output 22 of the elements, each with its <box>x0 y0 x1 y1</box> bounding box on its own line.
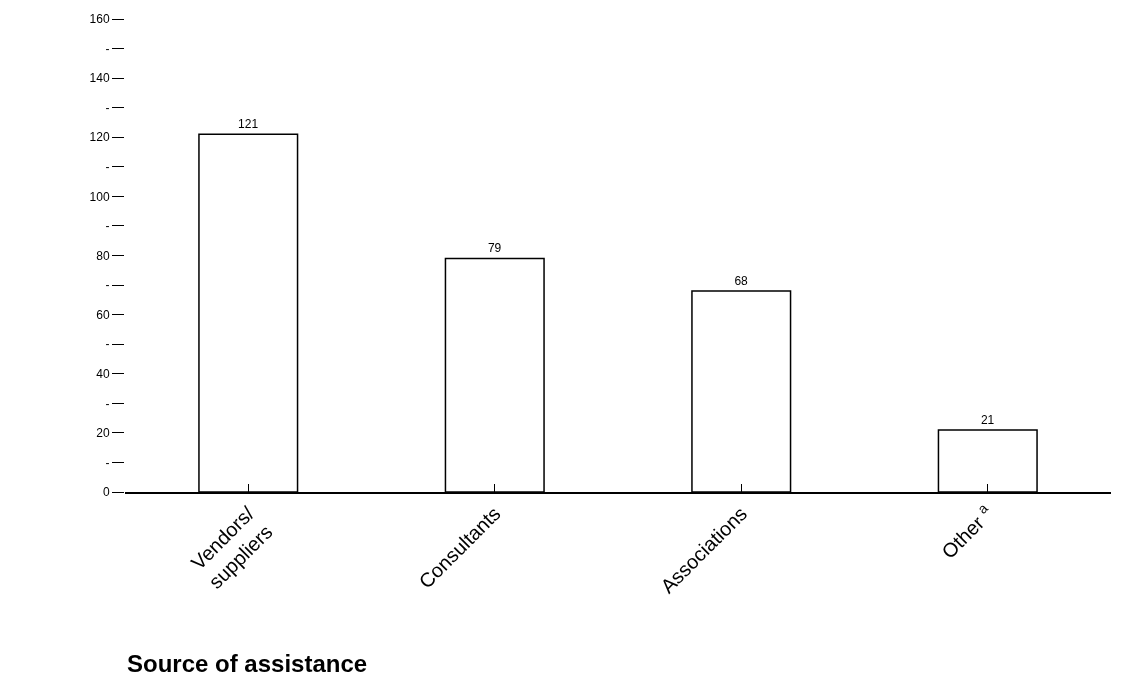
y-tick-label: 60 <box>96 307 110 322</box>
y-tick-label: - <box>105 100 110 115</box>
y-tick-label: - <box>105 337 110 352</box>
y-tick-label: - <box>105 219 110 234</box>
y-tick-label: - <box>105 455 110 470</box>
y-tick-label: 140 <box>89 71 110 86</box>
data-label: 21 <box>980 412 995 427</box>
data-label: 79 <box>487 241 502 256</box>
y-tick-label: - <box>105 396 110 411</box>
y-tick-label: 40 <box>96 366 110 381</box>
y-tick-label: - <box>105 278 110 293</box>
y-tick-label: - <box>105 41 110 56</box>
y-tick-label: 120 <box>89 130 110 145</box>
data-label: 68 <box>734 273 749 288</box>
x-axis-title: Source of assistance <box>127 650 368 677</box>
y-tick-label: 80 <box>96 248 110 263</box>
y-tick-label: 0 <box>102 485 110 500</box>
y-tick-label: 100 <box>89 189 110 204</box>
data-label: 121 <box>238 117 259 132</box>
y-tick-label: - <box>105 160 110 175</box>
y-tick-label: 160 <box>89 12 110 27</box>
y-tick-label: 20 <box>96 426 110 441</box>
